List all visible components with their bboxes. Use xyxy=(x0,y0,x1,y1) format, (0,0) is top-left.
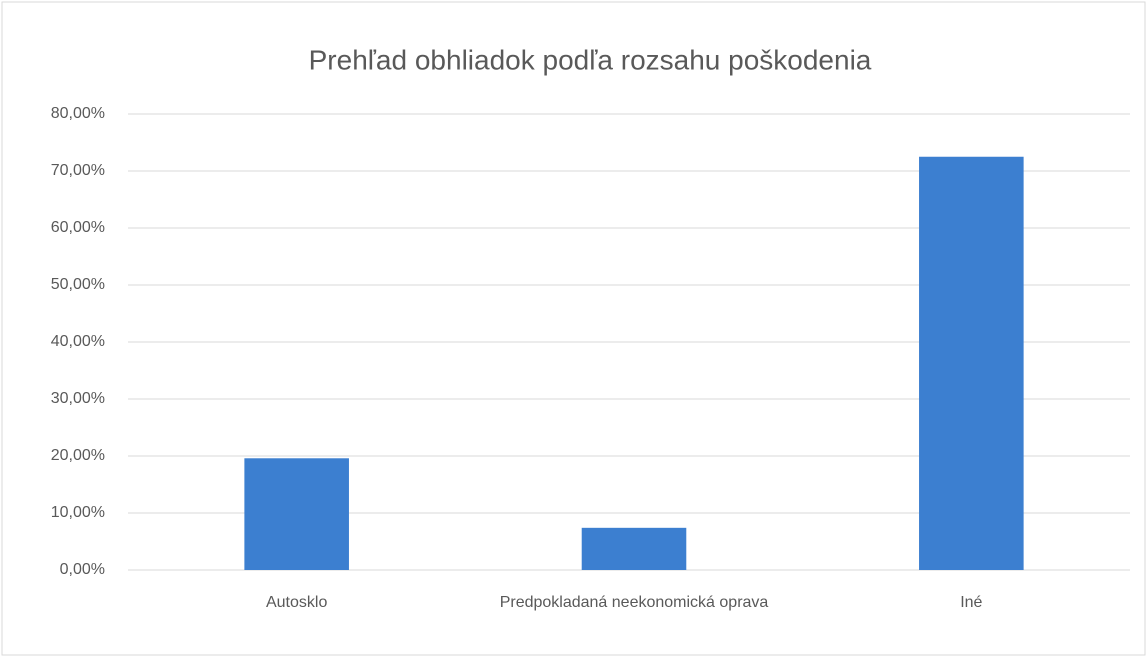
bar xyxy=(581,527,687,570)
y-tick-label: 80,00% xyxy=(51,105,105,122)
y-tick-label: 20,00% xyxy=(51,447,105,464)
y-tick-label: 10,00% xyxy=(51,504,105,521)
y-tick-label: 60,00% xyxy=(51,219,105,236)
x-tick-label: Predpokladaná neekonomická oprava xyxy=(499,594,769,611)
y-tick-label: 50,00% xyxy=(51,276,105,293)
bar xyxy=(244,458,349,570)
y-tick-label: 30,00% xyxy=(51,390,105,407)
chart-title: Prehľad obhliadok podľa rozsahu poškoden… xyxy=(309,44,872,75)
x-tick-label: Autosklo xyxy=(265,594,328,611)
x-tick-label: Iné xyxy=(960,594,983,611)
y-tick-label: 70,00% xyxy=(51,162,105,179)
y-tick-label: 40,00% xyxy=(51,333,105,350)
bar xyxy=(919,156,1024,570)
y-tick-label: 0,00% xyxy=(60,561,105,578)
